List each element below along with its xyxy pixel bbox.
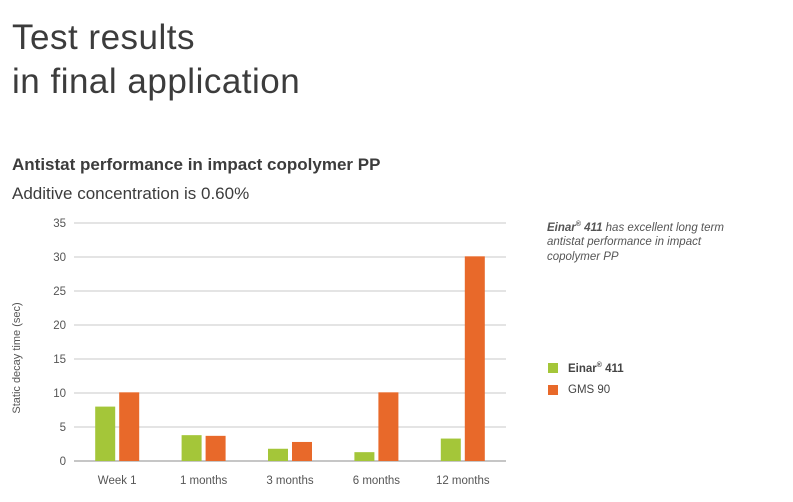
annotation-text: has excellent long term antistat perform… — [547, 221, 724, 263]
y-tick-label: 20 — [53, 320, 66, 332]
annotation-model: 411 — [580, 221, 603, 234]
legend-label-gms-90: GMS 90 — [568, 384, 611, 396]
legend-item-gms-90: GMS 90 — [548, 379, 624, 401]
bar-gms-90 — [205, 435, 226, 461]
bar-gms-90 — [464, 256, 485, 461]
y-axis-title: Static decay time (sec) — [11, 302, 23, 413]
y-tick-label: 15 — [53, 354, 66, 366]
x-tick-label: 1 months — [180, 475, 228, 487]
x-tick-label: Week 1 — [98, 475, 137, 487]
bar-einar-411 — [268, 448, 288, 461]
slide-title-line-2: in final application — [12, 62, 301, 101]
y-tick-label: 30 — [53, 252, 66, 264]
y-tick-label: 10 — [53, 388, 66, 400]
legend-item-einar-411: Einar® 411 — [548, 357, 624, 379]
x-tick-label: 3 months — [266, 475, 314, 487]
legend-swatch-gms-90 — [548, 385, 558, 395]
bar-gms-90 — [292, 441, 312, 461]
annotation-brand: Einar — [547, 221, 576, 234]
bar-einar-411 — [95, 406, 116, 461]
y-tick-label: 5 — [60, 422, 66, 434]
bar-einar-411 — [181, 435, 202, 461]
y-tick-label: 25 — [53, 286, 66, 298]
bar-einar-411 — [354, 452, 375, 461]
annotation-reg-mark: ® — [575, 221, 581, 228]
legend-swatch-einar-411 — [548, 363, 558, 373]
legend: Einar® 411 GMS 90 — [548, 357, 624, 401]
slide-title-line-1: Test results — [12, 18, 195, 57]
bar-einar-411 — [440, 438, 461, 461]
gridlines — [74, 222, 506, 462]
bar-gms-90 — [119, 392, 140, 461]
x-tick-label: 12 months — [436, 475, 490, 487]
axis-labels: 0 5 10 15 20 25 30 35 Week 1 1 months 3 months 6 mo… — [53, 218, 490, 487]
chart-title: Antistat performance in impact copolymer… — [12, 155, 381, 174]
legend-label-einar-411: Einar® 411 — [568, 361, 624, 375]
bar-gms-90 — [378, 392, 399, 461]
bars — [95, 256, 485, 461]
slide-title: Test results in final application — [12, 16, 300, 104]
chart-annotation: Einar® 411 has excellent long term antis… — [547, 218, 757, 264]
x-tick-label: 6 months — [353, 475, 401, 487]
y-tick-label: 35 — [53, 218, 66, 230]
chart-subtitle: Additive concentration is 0.60% — [12, 184, 250, 203]
y-tick-label: 0 — [60, 456, 66, 468]
